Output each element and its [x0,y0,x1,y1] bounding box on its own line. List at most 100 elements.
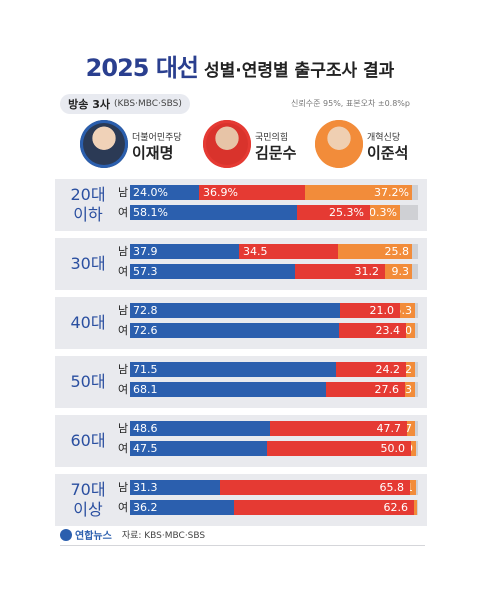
bar-segment-이준석: 1.9 [411,441,416,456]
data-label: 27.6 [374,383,400,396]
bar-segment-이재명: 71.5 [130,362,336,377]
data-label: 21.0 [369,304,395,317]
bar-segment-김문수: 27.6 [326,382,405,397]
data-label: 58.1% [133,206,168,219]
data-label: 57.3 [133,265,158,278]
candidate-name: 김문수 [255,144,297,162]
data-label: 31.2 [354,265,380,278]
sex-label: 남 [117,422,129,435]
stacked-bar: 57.3 31.2 9.3 [130,264,418,279]
data-label: 36.2 [133,501,158,514]
bar-segment-이준석: 25.8 [338,244,412,259]
stacked-bar: 37.9 34.5 25.8 [130,244,418,259]
bar-segment-이준석: 1.0 [414,500,417,515]
age-label: 30대 [60,254,116,274]
candidate-party: 개혁신당 [367,133,401,143]
data-label: 25.8 [384,245,410,258]
bar-segment-이재명: 24.0% [130,185,199,200]
bar-segment-이준석: 2.1 [410,480,416,495]
bar-segment-이재명: 31.3 [130,480,220,495]
candidate-party: 국민의힘 [255,133,289,143]
bar-segment-other [416,480,418,495]
bar-segment-이준석: 3.3 [405,382,415,397]
data-label: 37.2% [374,186,409,199]
data-label: 24.2 [375,363,401,376]
bar-segment-김문수: 47.7 [270,421,407,436]
broadcaster-badge: 방송 3사 (KBS·MBC·SBS) [60,94,190,114]
bar-segment-other [400,205,418,220]
sex-label: 남 [117,245,129,258]
candidate-name: 이재명 [132,144,174,162]
bar-segment-이재명: 57.3 [130,264,295,279]
sex-label: 여 [117,265,129,278]
bar-segment-이준석: 3.2 [406,362,415,377]
bar-segment-other [417,500,418,515]
age-label-line: 40대 [70,313,106,332]
sex-label: 여 [117,442,129,455]
bar-segment-이재명: 72.6 [130,323,339,338]
bar-segment-김문수: 25.3% [297,205,370,220]
bar-segment-other [415,323,418,338]
bar-segment-이재명: 48.6 [130,421,270,436]
divider [60,545,425,546]
stacked-bar: 48.6 47.7 2.7 [130,421,418,436]
stacked-bar: 72.6 23.4 3.0 [130,323,418,338]
data-label: 37.9 [133,245,158,258]
age-label-line: 30대 [70,254,106,273]
bar-segment-other [415,362,418,377]
margin-of-error-note: 신뢰수준 95%, 표본오차 ±0.8%p [291,99,410,108]
title-text: 성별·연령별 출구조사 결과 [203,61,395,81]
bar-segment-이재명: 58.1% [130,205,297,220]
bar-segment-이준석: 37.2% [305,185,412,200]
data-label: 5.3 [400,304,412,317]
data-label: 65.8 [379,481,405,494]
age-label-line: 70대 [70,480,106,499]
age-label: 60대 [60,431,116,451]
title-year: 2025 대선 [85,54,199,82]
data-label: 48.6 [133,422,158,435]
data-label: 47.7 [376,422,402,435]
bar-segment-이재명: 36.2 [130,500,234,515]
sex-label: 여 [117,383,129,396]
data-label: 9.3 [391,265,410,278]
age-label-line: 50대 [70,372,106,391]
data-label: 47.5 [133,442,158,455]
bar-segment-이준석: 2.7 [407,421,415,436]
data-label: 2.7 [407,422,412,435]
sex-label: 여 [117,501,129,514]
avatar [315,120,363,168]
sex-label: 남 [117,304,129,317]
bar-segment-이준석: 5.3 [400,303,415,318]
source-text: 자료: KBS·MBC·SBS [121,531,206,541]
sex-label: 남 [117,186,129,199]
data-label: 72.6 [133,324,158,337]
stacked-bar: 72.8 21.0 5.3 [130,303,418,318]
stacked-bar: 71.5 24.2 3.2 [130,362,418,377]
data-label: 3.2 [406,363,412,376]
data-label: 23.4 [375,324,401,337]
sex-label: 남 [117,481,129,494]
badge-sub: (KBS·MBC·SBS) [113,99,182,109]
stacked-bar: 68.1 27.6 3.3 [130,382,418,397]
avatar [80,120,128,168]
yonhap-logo-icon [60,528,72,541]
bar-segment-김문수: 21.0 [340,303,400,318]
bar-segment-이재명: 37.9 [130,244,239,259]
bar-segment-김문수: 23.4 [339,323,406,338]
stacked-bar: 36.2 62.6 1.0 [130,500,418,515]
badge-main: 방송 3사 [68,98,110,111]
data-label: 2.1 [410,480,413,495]
age-label-line: 이하 [73,205,103,224]
age-label: 70대 이상 [60,480,116,520]
bar-segment-김문수: 31.2 [295,264,385,279]
bar-segment-김문수: 36.9% [199,185,305,200]
data-label: 3.3 [405,383,412,396]
data-label: 31.3 [133,481,158,494]
brand-name: 연합뉴스 [75,531,112,542]
bar-segment-김문수: 24.2 [336,362,406,377]
bar-segment-other [415,382,418,397]
chart-title: 2025 대선 성별·연령별 출구조사 결과 [0,48,480,83]
bar-segment-other [412,185,418,200]
data-label: 68.1 [133,383,158,396]
footer: 연합뉴스 자료: KBS·MBC·SBS [60,527,205,542]
